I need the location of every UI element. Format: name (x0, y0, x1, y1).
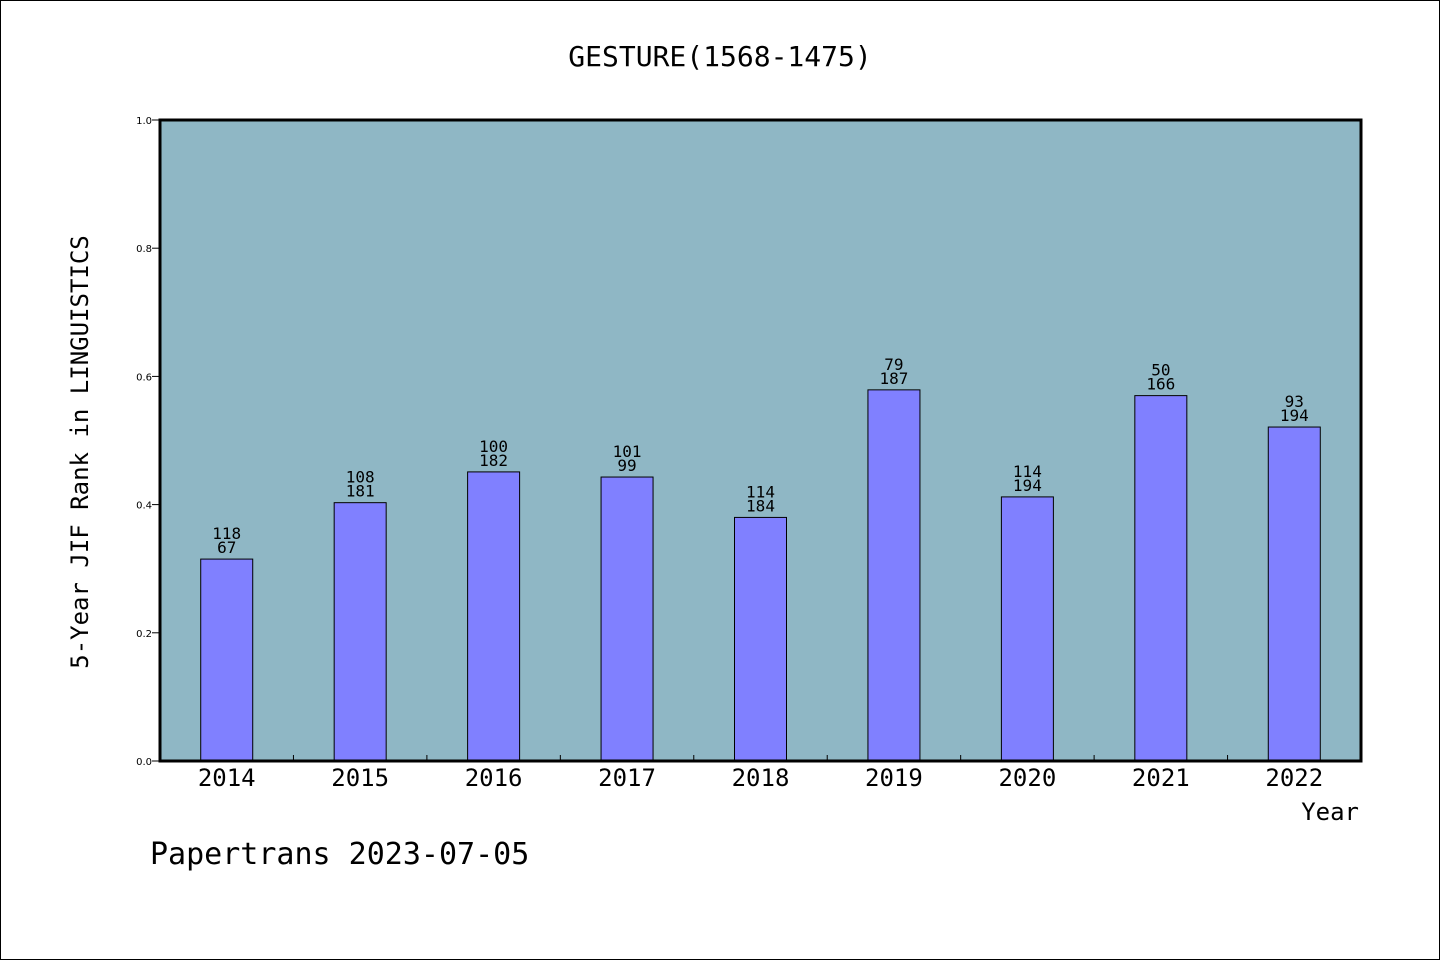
y-tick-label: 0.6 (136, 372, 152, 383)
chart-title: GESTURE(1568-1475) (568, 40, 871, 73)
bars (200, 389, 1321, 762)
x-tick-label: 2016 (465, 764, 523, 792)
bar-rank-label: 79 (884, 355, 903, 374)
bar-rank-label: 114 (746, 482, 775, 501)
x-tick-label: 2014 (198, 764, 256, 792)
x-tick-label: 2017 (598, 764, 656, 792)
bar-total-label: 184 (746, 496, 775, 515)
bar-2019 (867, 389, 921, 762)
bar-total-label: 187 (879, 369, 908, 388)
x-tick-label: 2020 (998, 764, 1056, 792)
x-axis-ticks: 2014 2015 2016 2017 2018 2019 2020 2021 2022 (198, 755, 1323, 792)
bar-rank-label: 114 (1013, 462, 1042, 481)
x-tick-label: 2021 (1132, 764, 1190, 792)
y-axis-label: 5-Year JIF Rank in LINGUISTICS (66, 235, 94, 668)
bar-2018 (734, 516, 787, 762)
bar-2020 (1000, 496, 1054, 762)
bar-total-label: 67 (217, 538, 236, 557)
bar-2015 (333, 502, 387, 762)
bar-rank-label: 93 (1285, 392, 1304, 411)
y-axis-ticks: 0.0 0.2 0.4 0.6 0.8 1.0 (136, 116, 160, 768)
x-tick-label: 2015 (331, 764, 389, 792)
bar-2016 (467, 471, 521, 762)
plot-border (158, 118, 1363, 763)
y-tick-label: 0.0 (136, 757, 152, 768)
y-tick-label: 0.2 (136, 629, 152, 640)
bar-rank-label: 108 (346, 468, 375, 487)
bar-total-label: 99 (617, 456, 636, 475)
bar-total-label: 182 (479, 451, 508, 470)
x-tick-label: 2018 (732, 764, 790, 792)
y-tick-label: 0.4 (136, 501, 152, 512)
footer-text: Papertrans 2023-07-05 (150, 837, 529, 872)
x-axis-label: Year (1301, 798, 1359, 826)
y-tick-label: 1.0 (136, 116, 152, 127)
bar-total-label: 181 (346, 482, 375, 501)
bar-2022 (1267, 426, 1321, 762)
bar-2014 (200, 558, 254, 762)
bar-rank-label: 100 (479, 437, 508, 456)
bar-2021 (1134, 395, 1188, 762)
bar-rank-label: 118 (212, 524, 241, 543)
bar-total-label: 166 (1146, 375, 1175, 394)
bar-rank-label: 101 (613, 442, 642, 461)
bar-total-label: 194 (1013, 476, 1042, 495)
bar-total-label: 194 (1280, 406, 1309, 425)
x-tick-label: 2019 (865, 764, 923, 792)
x-tick-label: 2022 (1265, 764, 1323, 792)
y-tick-label: 0.8 (136, 244, 152, 255)
bar-rank-label: 50 (1151, 361, 1170, 380)
bar-2017 (600, 476, 654, 762)
